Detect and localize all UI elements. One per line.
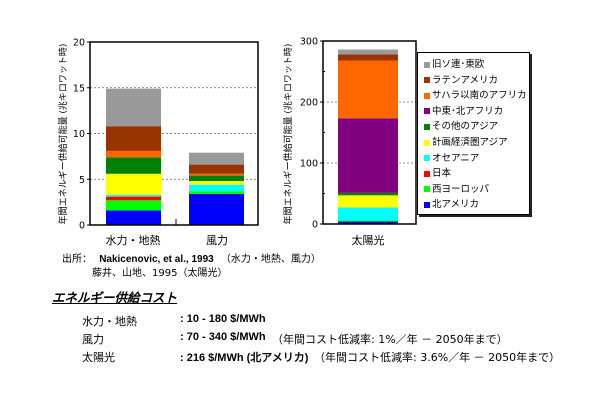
bar-segment xyxy=(338,54,398,61)
cost-note: （年間コスト低減率: 3.6%／年 － 2050年まで） xyxy=(314,351,561,364)
cost-row: 太陽光 : 216 $/MWh (北アメリカ) （年間コスト低減率: 3.6%／… xyxy=(82,349,592,365)
source-ref: Nakicenovic, et al., 1993 xyxy=(99,254,214,265)
cost-label: 水力・地熱 xyxy=(82,315,137,328)
legend-swatch xyxy=(424,123,430,130)
y-tick-label: 300 xyxy=(300,37,318,48)
y-axis-label: 年間エネルギー供給可能量 (兆キロワット時) xyxy=(57,44,69,225)
legend-item: 日本 xyxy=(424,167,451,181)
bar-segment xyxy=(338,207,398,221)
legend-item: 中東･北アフリカ xyxy=(424,105,503,119)
bar-segment xyxy=(106,173,161,195)
y-tick-label: 10 xyxy=(73,129,85,140)
x-tick-label: 太陽光 xyxy=(352,233,385,247)
cost-title: エネルギー供給コスト xyxy=(52,290,178,305)
legend-item: オセアニア xyxy=(424,152,479,166)
x-tick-label: 水力・地熱 xyxy=(106,234,161,247)
legend-item: ラテンアメリカ xyxy=(424,74,498,88)
bar-segment xyxy=(189,173,244,176)
legend-swatch xyxy=(424,155,430,162)
legend-label: ラテンアメリカ xyxy=(432,74,499,86)
cost-value: : 70 - 340 $/MWh xyxy=(180,331,266,343)
cost-row: 水力・地熱 : 10 - 180 $/MWh xyxy=(82,313,592,329)
legend-item: 計画経済圏アジア xyxy=(424,136,508,150)
bar-segment xyxy=(189,181,244,185)
legend-label: 中東･北アフリカ xyxy=(432,105,504,117)
source-line-1: 出所： Nakicenovic, et al., 1993 （水力・地熱、風力） xyxy=(62,250,321,265)
bar-segment xyxy=(106,157,161,174)
bar-segment xyxy=(106,200,161,211)
legend-label: その他のアジア xyxy=(432,121,499,133)
legend-swatch xyxy=(424,186,430,193)
legend-label: サハラ以南のアフリカ xyxy=(432,90,527,102)
legend-label: 計画経済圏アジア xyxy=(432,137,508,148)
cost-label: 太陽光 xyxy=(82,351,115,364)
y-tick-label: 5 xyxy=(79,175,85,186)
legend-swatch xyxy=(424,108,430,115)
y-tick-label: 200 xyxy=(300,98,318,109)
legend-swatch xyxy=(424,92,430,99)
bar-segment xyxy=(338,192,398,196)
legend-label: 日本 xyxy=(432,168,452,180)
bar-segment xyxy=(106,210,161,225)
legend-item: その他のアジア xyxy=(424,120,498,134)
legend-label: 北アメリカ xyxy=(432,199,480,211)
legend-swatch xyxy=(424,77,430,84)
cost-value: : 216 $/MWh (北アメリカ) xyxy=(180,352,309,364)
bar-segment xyxy=(106,194,161,197)
legend-label: 西ヨーロッパ xyxy=(432,183,490,195)
legend: 旧ソ連･東欧ラテンアメリカサハラ以南のアフリカ 中東･北アフリカ その他のアジア 計画… xyxy=(417,52,530,215)
legend-item: 西ヨーロッパ xyxy=(424,183,489,197)
y-tick-label: 15 xyxy=(73,83,85,94)
legend-item: 北アメリカ xyxy=(424,198,479,212)
legend-label: オセアニア xyxy=(432,152,480,164)
y-tick-label: 20 xyxy=(73,38,85,49)
bar-segment xyxy=(189,193,244,225)
bar-segment xyxy=(338,221,398,224)
bar-segment xyxy=(189,191,244,194)
y-tick-label: 100 xyxy=(300,159,318,170)
y-tick-label: 0 xyxy=(79,221,85,232)
bar-segment xyxy=(106,126,161,151)
bar-segment xyxy=(106,196,161,201)
bar-segment xyxy=(106,150,161,158)
legend-item: サハラ以南のアフリカ xyxy=(424,89,527,103)
bar-segment xyxy=(106,88,161,127)
legend-swatch xyxy=(424,170,430,177)
legend-swatch xyxy=(424,201,430,208)
legend-swatch xyxy=(424,139,430,146)
bar-segment xyxy=(338,60,398,119)
source-note: （水力・地熱、風力） xyxy=(220,254,321,265)
legend-label: 旧ソ連･東欧 xyxy=(432,59,485,70)
bar-segment xyxy=(189,184,244,192)
bar-segment xyxy=(338,49,398,55)
bar-segment xyxy=(189,175,244,182)
bar-segment xyxy=(338,195,398,208)
legend-item: 旧ソ連･東欧 xyxy=(424,58,484,72)
x-tick-label: 風力 xyxy=(206,234,228,247)
cost-note: （年間コスト低減率: 1%／年 － 2050年まで） xyxy=(272,333,508,346)
bar-segment xyxy=(189,164,244,174)
source-line-2: 藤井、山地、1995（太陽光） xyxy=(92,268,228,279)
bar-segment xyxy=(189,152,244,165)
bar-segment xyxy=(338,118,398,193)
cost-label: 風力 xyxy=(82,333,104,346)
y-axis-label: 年間エネルギー供給可能量 (兆キロワット時) xyxy=(282,44,294,225)
cost-value: : 10 - 180 $/MWh xyxy=(180,313,266,325)
y-tick-label: 0 xyxy=(312,220,318,231)
legend-swatch xyxy=(424,61,430,68)
bar-segment xyxy=(338,220,398,222)
cost-row: 風力 : 70 - 340 $/MWh （年間コスト低減率: 1%／年 － 20… xyxy=(82,331,592,347)
source-label: 出所： xyxy=(62,254,92,265)
